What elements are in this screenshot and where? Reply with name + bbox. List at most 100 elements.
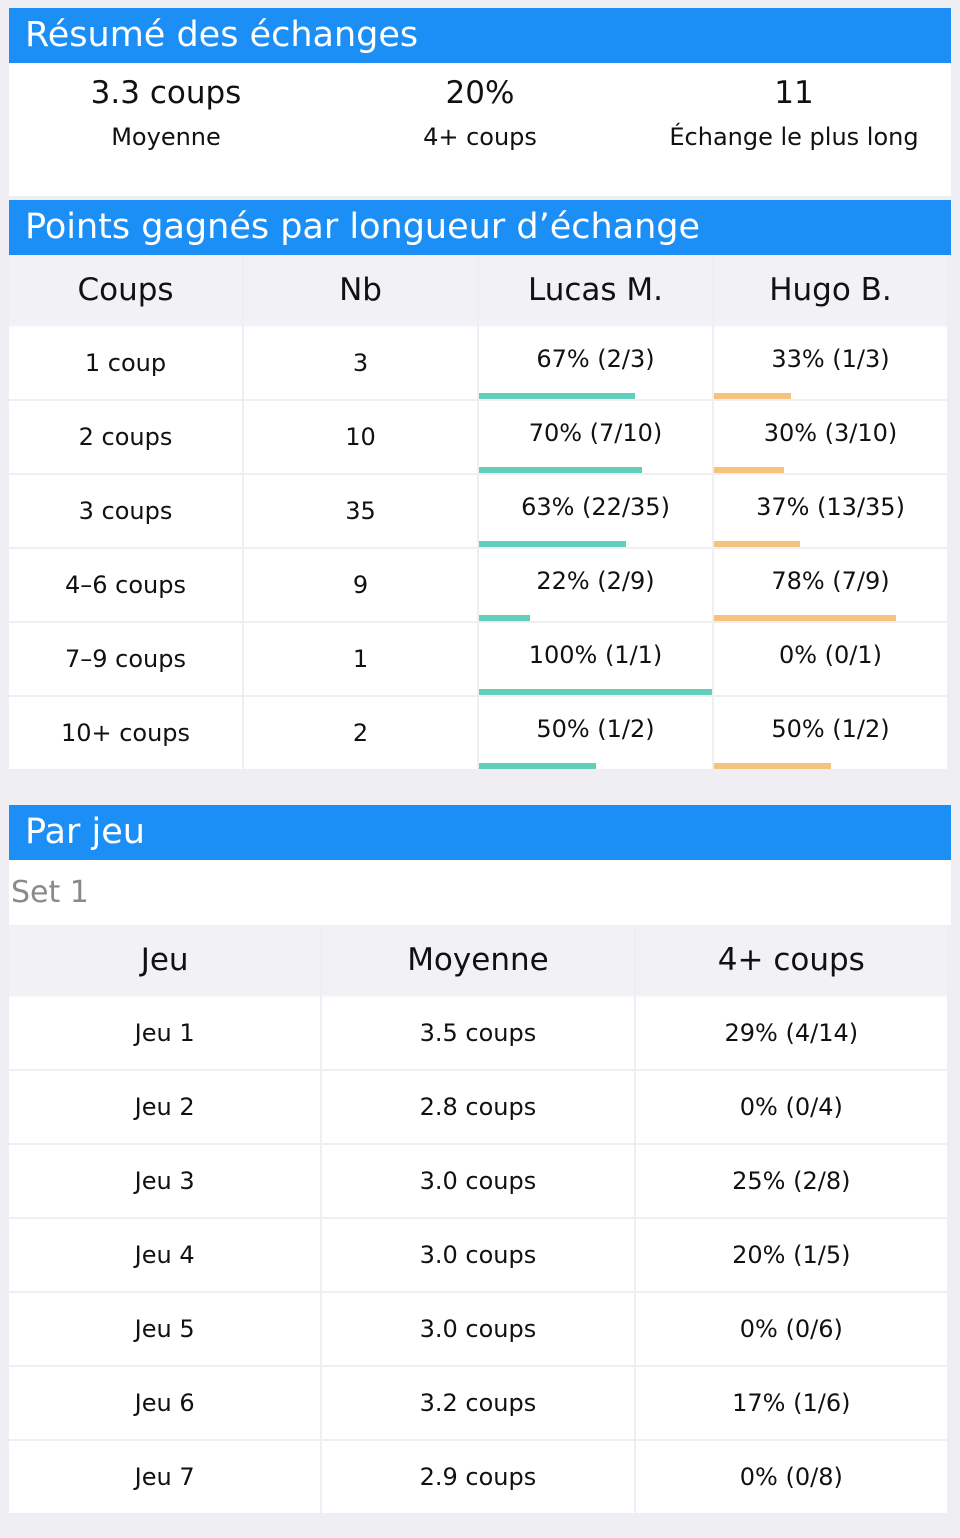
table-row: 1 coup 3 67% (2/3) 33% (1/3) <box>9 327 947 401</box>
cell-moyenne: 3.0 coups <box>322 1293 634 1367</box>
cell-player2: 37% (13/35) <box>714 475 947 549</box>
cell-coups: 1 coup <box>9 327 242 401</box>
section-gap <box>9 196 951 200</box>
cell-moyenne: 2.9 coups <box>322 1441 634 1515</box>
table-row: Jeu 2 2.8 coups 0% (0/4) <box>9 1071 947 1145</box>
cell-four-plus: 29% (4/14) <box>635 997 947 1071</box>
stat-label: 4+ coups <box>423 123 537 151</box>
table-row: 3 coups 35 63% (22/35) 37% (13/35) <box>9 475 947 549</box>
cell-player1: 50% (1/2) <box>479 697 712 771</box>
player2-pct: 30% (3/10) <box>763 419 898 447</box>
stat-longest: 11 Échange le plus long <box>637 63 951 196</box>
player2-pct: 78% (7/9) <box>771 567 890 595</box>
cell-nb: 3 <box>244 327 477 401</box>
table-row: Jeu 5 3.0 coups 0% (0/6) <box>9 1293 947 1367</box>
stat-four-plus: 20% 4+ coups <box>323 63 637 196</box>
player2-bar <box>714 615 896 621</box>
cell-jeu: Jeu 2 <box>9 1071 321 1145</box>
player2-bar <box>714 467 784 473</box>
parjeu-header: Par jeu <box>9 805 951 860</box>
player1-pct: 70% (7/10) <box>528 419 663 447</box>
stat-label: Moyenne <box>111 123 221 151</box>
points-header-row: Coups Nb Lucas M. Hugo B. <box>9 255 947 327</box>
player1-bar <box>479 763 596 769</box>
cell-coups: 10+ coups <box>9 697 242 771</box>
player1-bar <box>479 615 531 621</box>
table-row: 4–6 coups 9 22% (2/9) 78% (7/9) <box>9 549 947 623</box>
cell-four-plus: 20% (1/5) <box>635 1219 947 1293</box>
cell-moyenne: 2.8 coups <box>322 1071 634 1145</box>
player1-bar <box>479 689 712 695</box>
cell-coups: 3 coups <box>9 475 242 549</box>
column-header-coups: Coups <box>9 255 242 327</box>
cell-moyenne: 3.5 coups <box>322 997 634 1071</box>
cell-player1: 63% (22/35) <box>479 475 712 549</box>
cell-jeu: Jeu 1 <box>9 997 321 1071</box>
cell-player2: 0% (0/1) <box>714 623 947 697</box>
table-row: 10+ coups 2 50% (1/2) 50% (1/2) <box>9 697 947 771</box>
cell-player2: 50% (1/2) <box>714 697 947 771</box>
player1-pct: 50% (1/2) <box>536 715 655 743</box>
points-header: Points gagnés par longueur d’échange <box>9 200 951 255</box>
player1-bar <box>479 541 626 547</box>
table-row: 7–9 coups 1 100% (1/1) 0% (0/1) <box>9 623 947 697</box>
cell-coups: 7–9 coups <box>9 623 242 697</box>
cell-four-plus: 25% (2/8) <box>635 1145 947 1219</box>
player2-bar <box>714 541 801 547</box>
player1-bar <box>479 393 636 399</box>
cell-nb: 9 <box>244 549 477 623</box>
player2-pct: 50% (1/2) <box>771 715 890 743</box>
stat-value: 3.3 coups <box>90 75 242 111</box>
summary-header: Résumé des échanges <box>9 8 951 63</box>
games-header-row: Jeu Moyenne 4+ coups <box>9 925 947 997</box>
table-row: Jeu 6 3.2 coups 17% (1/6) <box>9 1367 947 1441</box>
player2-bar <box>714 393 791 399</box>
table-row: Jeu 4 3.0 coups 20% (1/5) <box>9 1219 947 1293</box>
cell-jeu: Jeu 6 <box>9 1367 321 1441</box>
cell-player1: 22% (2/9) <box>479 549 712 623</box>
points-rows: 1 coup 3 67% (2/3) 33% (1/3) 2 coups 10 70% (7… <box>9 327 947 771</box>
stats-page: Résumé des échanges 3.3 coups Moyenne 20… <box>9 8 951 1515</box>
cell-moyenne: 3.2 coups <box>322 1367 634 1441</box>
stat-value: 20% <box>445 75 515 111</box>
column-header-player1: Lucas M. <box>479 255 712 327</box>
cell-player1: 67% (2/3) <box>479 327 712 401</box>
player1-pct: 100% (1/1) <box>528 641 663 669</box>
cell-player2: 78% (7/9) <box>714 549 947 623</box>
cell-jeu: Jeu 7 <box>9 1441 321 1515</box>
player2-pct: 33% (1/3) <box>771 345 890 373</box>
column-header-jeu: Jeu <box>9 925 321 997</box>
cell-coups: 4–6 coups <box>9 549 242 623</box>
player2-bar <box>714 763 831 769</box>
stat-value: 11 <box>774 75 814 111</box>
cell-player2: 30% (3/10) <box>714 401 947 475</box>
cell-moyenne: 3.0 coups <box>322 1145 634 1219</box>
cell-player1: 100% (1/1) <box>479 623 712 697</box>
cell-moyenne: 3.0 coups <box>322 1219 634 1293</box>
player1-pct: 63% (22/35) <box>521 493 670 521</box>
player1-pct: 22% (2/9) <box>536 567 655 595</box>
stat-label: Échange le plus long <box>669 123 919 151</box>
table-row: 2 coups 10 70% (7/10) 30% (3/10) <box>9 401 947 475</box>
cell-nb: 2 <box>244 697 477 771</box>
cell-coups: 2 coups <box>9 401 242 475</box>
cell-jeu: Jeu 3 <box>9 1145 321 1219</box>
cell-jeu: Jeu 5 <box>9 1293 321 1367</box>
stat-average: 3.3 coups Moyenne <box>9 63 323 196</box>
column-header-moyenne: Moyenne <box>322 925 634 997</box>
cell-player1: 70% (7/10) <box>479 401 712 475</box>
games-table: Jeu Moyenne 4+ coups Jeu 1 3.5 coups 29% (… <box>7 925 949 1515</box>
summary-stats: 3.3 coups Moyenne 20% 4+ coups 11 Échang… <box>9 63 951 196</box>
cell-jeu: Jeu 4 <box>9 1219 321 1293</box>
column-header-player2: Hugo B. <box>714 255 947 327</box>
cell-nb: 1 <box>244 623 477 697</box>
set-label: Set 1 <box>9 860 951 925</box>
cell-player2: 33% (1/3) <box>714 327 947 401</box>
cell-four-plus: 17% (1/6) <box>635 1367 947 1441</box>
games-rows: Jeu 1 3.5 coups 29% (4/14) Jeu 2 2.8 coups 0%… <box>9 997 947 1515</box>
column-header-nb: Nb <box>244 255 477 327</box>
section-gap <box>9 771 951 805</box>
cell-nb: 35 <box>244 475 477 549</box>
player1-pct: 67% (2/3) <box>536 345 655 373</box>
column-header-four-plus: 4+ coups <box>635 925 947 997</box>
